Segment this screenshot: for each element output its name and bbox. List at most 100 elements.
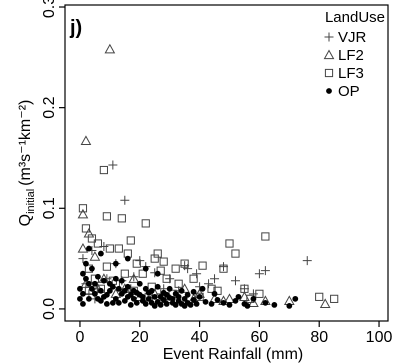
y-axis-label-main: Q	[17, 214, 34, 226]
legend-marker-op	[326, 88, 332, 94]
point-lf3	[120, 269, 129, 278]
point-lf3	[315, 292, 324, 301]
point-vjr	[192, 269, 202, 279]
point-lf3	[159, 257, 168, 266]
point-lf3	[189, 274, 198, 283]
point-lf2	[89, 251, 101, 261]
point-op	[115, 285, 122, 292]
legend-marker-lf2	[323, 49, 335, 60]
point-lf2	[104, 43, 116, 54]
point-op	[244, 303, 251, 309]
point-op	[83, 275, 89, 282]
point-lf3	[78, 204, 88, 213]
point-op	[103, 291, 110, 298]
x-axis-label: Event Rainfall (mm)	[163, 346, 303, 363]
point-op	[130, 295, 137, 302]
legend-label: LF3	[338, 65, 364, 82]
point-op	[193, 300, 200, 307]
point-vjr	[135, 256, 145, 266]
point-op	[103, 300, 110, 307]
point-op	[92, 280, 98, 287]
point-op	[124, 255, 131, 262]
point-lf3	[174, 279, 183, 288]
point-lf3	[195, 292, 204, 301]
point-op	[142, 265, 149, 272]
legend-label: OP	[338, 83, 360, 100]
y-tick-label: 0.0	[41, 298, 58, 320]
point-op	[190, 288, 197, 295]
point-lf2	[319, 298, 331, 308]
point-lf3	[156, 266, 165, 275]
point-lf3	[198, 261, 207, 270]
point-op	[169, 295, 176, 302]
point-vjr	[254, 269, 264, 279]
point-vjr	[120, 195, 130, 205]
point-lf3	[330, 294, 339, 303]
point-lf3	[141, 219, 150, 228]
panel-label: j)	[69, 17, 82, 39]
point-vjr	[302, 256, 312, 266]
point-op	[118, 277, 125, 284]
legend-title: LandUse	[325, 9, 385, 26]
point-lf3	[219, 264, 228, 273]
point-lf3	[180, 259, 189, 268]
point-op	[127, 291, 134, 298]
point-lf3	[261, 232, 270, 241]
point-op	[184, 291, 191, 298]
series-lf3	[78, 165, 339, 303]
point-vjr	[99, 242, 109, 252]
point-op	[136, 280, 143, 287]
point-lf3	[114, 244, 123, 253]
point-op	[181, 303, 188, 309]
point-vjr	[78, 254, 88, 264]
point-op	[235, 293, 242, 300]
point-op	[89, 265, 95, 272]
point-op	[92, 290, 98, 297]
plot-frame	[64, 4, 389, 322]
y-tick-label: 0.2	[41, 96, 58, 118]
point-lf3	[225, 239, 234, 248]
point-lf2	[77, 243, 89, 253]
data-marks	[77, 43, 339, 309]
point-op	[262, 299, 269, 306]
point-lf3	[93, 239, 102, 248]
point-op	[151, 293, 158, 300]
point-op	[154, 270, 161, 277]
x-tick-label: 40	[191, 329, 209, 346]
point-op	[83, 260, 89, 267]
point-op	[151, 303, 158, 309]
y-axis-label: Qinitial (m³s⁻¹km⁻²)	[17, 100, 37, 227]
point-lf2	[80, 135, 92, 145]
point-lf2	[83, 227, 95, 238]
point-op	[202, 298, 209, 305]
point-op	[77, 285, 83, 292]
point-op	[226, 301, 233, 308]
point-op	[157, 301, 164, 308]
point-vjr	[183, 264, 193, 274]
point-lf3	[132, 259, 141, 268]
point-op	[145, 289, 152, 296]
point-lf3	[81, 224, 91, 233]
y-tick-label: 0.3	[41, 0, 58, 18]
point-op	[145, 295, 152, 302]
point-op	[166, 285, 173, 292]
point-op	[292, 295, 299, 302]
x-tick-label: 60	[250, 329, 268, 346]
point-op	[286, 303, 293, 309]
legend-label: LF2	[338, 47, 364, 64]
point-op	[106, 280, 113, 287]
point-op	[97, 250, 104, 257]
point-op	[121, 297, 128, 304]
point-op	[86, 280, 92, 287]
point-lf3	[138, 269, 147, 278]
point-op	[199, 285, 206, 292]
legend-label: VJR	[338, 29, 367, 46]
point-op	[142, 285, 149, 292]
point-op	[196, 293, 203, 300]
point-op	[97, 287, 104, 294]
point-op	[133, 299, 140, 306]
point-lf3	[213, 286, 222, 295]
point-op	[163, 291, 170, 298]
legend-item-vjr: VJR	[324, 29, 367, 46]
point-op	[157, 293, 164, 300]
